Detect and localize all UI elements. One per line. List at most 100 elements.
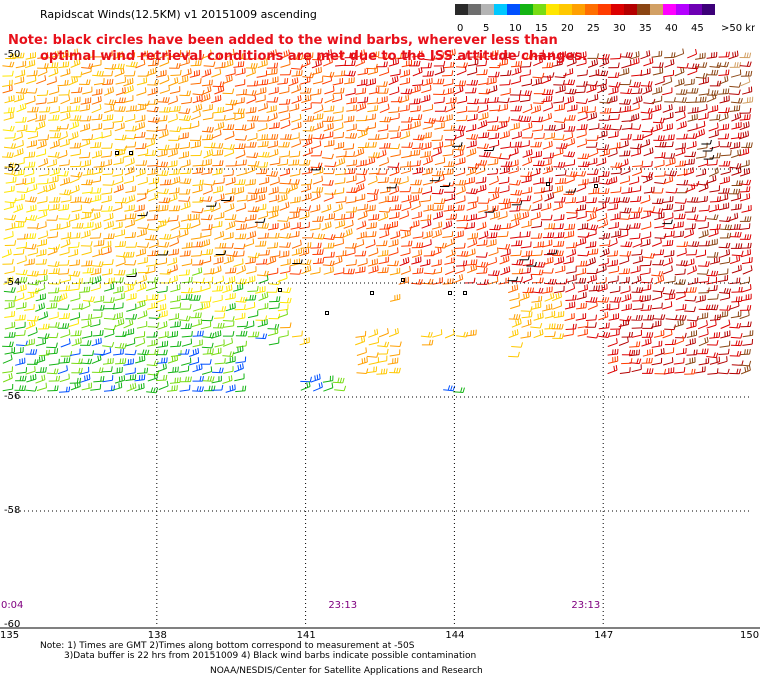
wind-barb [665,314,678,321]
wind-barb [104,328,115,338]
wind-barb [311,187,324,193]
wind-barb [676,133,688,140]
wind-barb [564,301,576,310]
wind-barb [376,81,388,87]
wind-barb [323,139,335,148]
wind-barb [115,257,126,267]
wind-barb [355,330,367,338]
wind-barb [357,258,368,267]
wind-barb [739,107,752,114]
wind-barb [695,168,707,177]
wind-barb [543,102,554,112]
wind-barb [500,248,511,257]
wind-barb [92,330,104,337]
wind-barb [280,134,292,140]
wind-barb [607,348,619,356]
wind-barb [684,368,696,375]
wind-barb [37,134,50,141]
wind-barb [741,86,753,95]
legend-swatch [624,4,637,15]
wind-barb [686,349,698,356]
wind-barb [298,159,311,166]
wind-barb [234,217,247,223]
wind-barb [288,159,300,166]
wind-barb [368,134,380,140]
wind-barb [453,149,464,158]
wind-barb [465,188,478,195]
wind-barb [15,269,28,276]
wind-barb [3,143,16,149]
wind-barb [575,260,588,267]
wind-barb [148,239,159,249]
wind-barb [531,203,542,211]
wind-barb [576,51,587,60]
wind-barb [136,367,149,374]
wind-barb [245,106,257,114]
wind-barb [456,62,468,69]
wind-barb [190,150,203,157]
wind-barb [686,320,697,330]
wind-barb [674,48,685,58]
wind-barb [408,60,421,67]
wind-barb [522,149,533,158]
wind-barb [631,287,644,293]
wind-barb [444,257,455,265]
wind-barb [357,96,369,104]
wind-barb [168,205,181,212]
wind-barb [640,267,651,276]
wind-barb [36,75,47,85]
wind-barb [541,158,552,167]
wind-barb [367,194,378,203]
wind-barb [246,193,258,202]
wind-barb [698,88,710,96]
wind-barb [730,243,743,249]
wind-barb [564,88,577,95]
wind-barb [377,53,390,59]
wind-barb [179,223,191,230]
wind-barb [16,103,27,113]
wind-barb [245,178,256,186]
wind-barb [508,329,519,339]
wind-barb [2,258,14,265]
wind-barb [35,293,46,302]
wind-barb [113,157,124,166]
wind-barb [321,180,334,186]
wind-barb [214,114,226,121]
wind-barb [620,285,631,294]
wind-barb [47,385,59,392]
wind-barb [356,368,369,374]
wind-barb [322,116,334,122]
wind-barb [168,187,180,195]
wind-barb [378,195,389,204]
wind-barb [552,202,563,211]
wind-barb [411,249,423,258]
wind-barb [104,104,115,114]
wind-barb [511,66,522,76]
wind-barb [136,282,147,292]
wind-barb [367,188,379,195]
wind-barb [509,95,521,103]
wind-barb [467,59,479,67]
wind-barb [585,106,596,114]
wind-barb [739,52,752,59]
footnote-line-2: 3)Data buffer is 22 hrs from 20151009 4)… [64,651,477,661]
wind-barb [719,305,732,311]
contaminated-wind-barb [702,146,714,152]
wind-barb [15,302,27,310]
wind-barb [268,194,280,203]
wind-barb [431,170,444,177]
wind-barb [47,348,59,355]
wind-barb [499,130,510,140]
wind-barb [134,114,146,123]
wind-barb [46,368,59,375]
wind-barb [333,238,344,247]
wind-barb [4,301,15,310]
wind-barb [91,51,104,58]
wind-barb [15,321,26,330]
wind-barb [499,166,510,175]
wind-barb [257,222,270,229]
wind-barb [587,53,599,59]
wind-barb [731,286,743,293]
wind-barb [49,223,61,231]
wind-barb [663,250,675,258]
